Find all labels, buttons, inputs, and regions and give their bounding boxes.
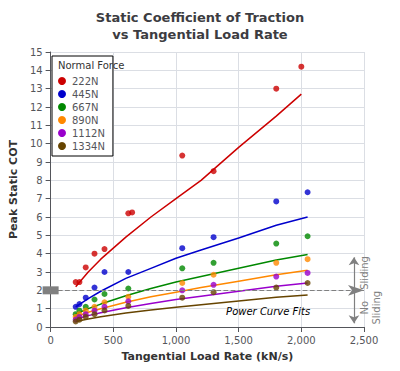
- svg-text:445N: 445N: [72, 89, 99, 100]
- svg-text:Static Coefficient of Traction: Static Coefficient of Traction: [96, 10, 304, 25]
- svg-text:7: 7: [36, 193, 42, 204]
- svg-text:No: No: [359, 301, 370, 315]
- svg-text:Sliding: Sliding: [371, 291, 382, 325]
- svg-text:2,500: 2,500: [350, 335, 379, 346]
- svg-text:222N: 222N: [72, 76, 99, 87]
- svg-text:1: 1: [36, 303, 42, 314]
- svg-text:1,000: 1,000: [162, 335, 191, 346]
- svg-text:Peak Static COT: Peak Static COT: [7, 140, 20, 239]
- svg-text:15: 15: [30, 47, 43, 58]
- svg-text:12: 12: [30, 102, 43, 113]
- svg-text:11: 11: [30, 120, 43, 131]
- svg-text:667N: 667N: [72, 102, 99, 113]
- svg-text:Power Curve Fits: Power Curve Fits: [226, 306, 310, 317]
- svg-text:Sliding: Sliding: [359, 256, 370, 290]
- svg-text:5: 5: [36, 230, 42, 241]
- svg-text:4: 4: [36, 248, 42, 259]
- svg-text:0: 0: [47, 335, 53, 346]
- svg-text:890N: 890N: [72, 115, 99, 126]
- svg-text:9: 9: [36, 157, 42, 168]
- svg-text:Normal Force: Normal Force: [58, 60, 124, 71]
- svg-text:Tangential Load Rate (kN/s): Tangential Load Rate (kN/s): [121, 350, 293, 363]
- svg-text:2: 2: [36, 285, 42, 296]
- svg-text:500: 500: [104, 335, 123, 346]
- svg-text:0: 0: [36, 322, 42, 333]
- svg-text:8: 8: [36, 175, 42, 186]
- svg-text:3: 3: [36, 267, 42, 278]
- svg-text:13: 13: [30, 83, 43, 94]
- svg-text:14: 14: [30, 65, 43, 76]
- svg-text:10: 10: [30, 138, 43, 149]
- svg-text:1112N: 1112N: [72, 128, 105, 139]
- svg-text:1,500: 1,500: [224, 335, 253, 346]
- svg-text:vs Tangential Load Rate: vs Tangential Load Rate: [112, 27, 288, 42]
- svg-text:6: 6: [36, 212, 42, 223]
- svg-text:2,000: 2,000: [287, 335, 316, 346]
- svg-text:1334N: 1334N: [72, 141, 105, 152]
